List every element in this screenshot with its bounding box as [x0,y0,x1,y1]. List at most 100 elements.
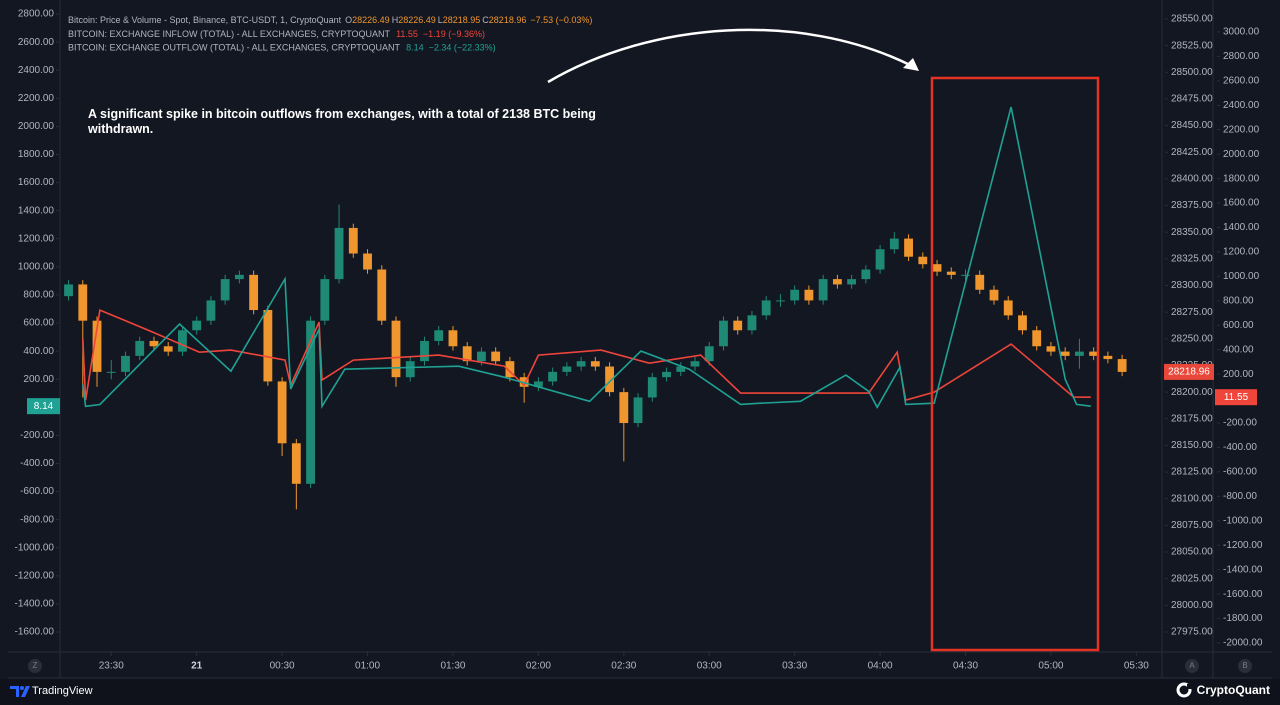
y-tick-label: 400.00 [1223,344,1254,355]
candle-body [263,310,273,382]
price-badge [1164,363,1214,380]
candle-body [918,256,928,265]
y-tick-label: -2000.00 [1223,638,1263,649]
y-tick-label: 800.00 [1223,295,1254,306]
candle-body [889,238,899,250]
candle-body [861,269,871,280]
x-tick-label: 03:30 [782,661,807,672]
y-tick-label: 28200.00 [1171,387,1213,398]
candle-body [975,274,985,290]
axis-button-label: A [1189,661,1195,670]
y-tick-label: 1400.00 [18,205,55,216]
legend-text: −7.53 (−0.03%) [530,15,592,25]
y-tick-label: -200.00 [20,430,54,441]
cryptoquant-logo [1176,682,1192,698]
arrow-head [903,58,919,71]
legend-text: −1.19 (−9.36%) [423,29,485,39]
candle-body [505,361,515,378]
candle-body [961,274,970,276]
candle-body [306,320,315,484]
y-tick-label: 28025.00 [1171,573,1213,584]
y-tick-label: 28275.00 [1171,307,1213,318]
y-tick-label: 2400.00 [1223,100,1260,111]
candle-body [519,377,529,387]
legend-text: L [438,15,443,25]
y-tick-label: -200.00 [1223,418,1257,429]
y-tick-label: 400.00 [23,346,54,357]
y-tick-label: 1000.00 [1223,271,1260,282]
inflow-badge-label: 11.55 [1224,392,1249,403]
candle-body [904,238,913,257]
y-tick-label: 28475.00 [1171,94,1213,105]
candle-body [1003,300,1013,316]
legend-text: 28226.49 [398,15,436,25]
y-tick-label: 28525.00 [1171,40,1213,51]
arrow [547,28,913,84]
x-tick-label: 00:30 [270,661,295,672]
candle-body [804,289,814,301]
y-tick-label: 28375.00 [1171,200,1213,211]
y-tick-label: -1200.00 [1223,540,1263,551]
candle-body [1117,359,1127,372]
candle-body [690,361,700,367]
x-tick-label: 02:30 [611,661,636,672]
y-tick-label: 28150.00 [1171,440,1213,451]
candle-body [747,315,757,331]
candle-body [562,366,572,372]
y-tick-label: 2000.00 [18,121,55,132]
y-tick-label: -600.00 [20,486,54,497]
legend-text: 28226.49 [352,15,390,25]
candle-body [135,340,145,356]
axis-button [1238,659,1252,673]
x-tick-label: 01:00 [355,661,380,672]
y-tick-label: 3000.00 [1223,27,1260,38]
candle-body [291,443,301,484]
y-tick-label: 28250.00 [1171,333,1213,344]
y-tick-label: -1600.00 [15,627,55,638]
plot [64,106,1127,510]
candle-body [989,289,999,301]
y-tick-label: -1400.00 [1223,564,1263,575]
x-tick-label: 21 [191,661,203,672]
y-tick-label: -400.00 [20,458,54,469]
candle-body [1032,330,1042,347]
candle-body [633,397,643,424]
y-tick-label: 1000.00 [18,261,55,272]
x-tick-label: 03:00 [697,661,722,672]
candle-body [704,346,714,362]
candle-body [1075,351,1084,356]
candle-body [576,361,586,367]
candle-body [420,340,429,362]
candle-body [619,392,629,424]
x-tick-label: 05:30 [1124,661,1149,672]
candle-body [163,346,173,352]
y-tick-label: 28000.00 [1171,600,1213,611]
y-tick-label: 28550.00 [1171,14,1213,25]
candle-body [590,361,600,367]
candle-body [234,274,244,280]
candle-body [106,371,116,373]
logo-mark [1176,682,1192,698]
legend-text: Bitcoin: Price & Volume - Spot, Binance,… [68,15,342,25]
y-tick-label: -400.00 [1223,442,1257,453]
candle-body [462,346,472,362]
legend-line: Bitcoin: Price & Volume - Spot, Binance,… [68,15,592,25]
candle-body [946,271,956,275]
y-tick-label: -600.00 [1223,467,1257,478]
candle-body [719,320,728,347]
logo-mark [1187,684,1192,689]
y-tick-label: -1000.00 [15,542,55,553]
y-tick-label: 28425.00 [1171,147,1213,158]
y-tick-label: 1200.00 [18,233,55,244]
candle-body [434,330,444,341]
candle-body [875,249,885,270]
candle-body [477,351,486,362]
candle-body [733,320,743,331]
y-tick-label: 2800.00 [1223,51,1260,62]
y-tick-label: -800.00 [1223,491,1257,502]
y-tick-label: 1600.00 [18,177,55,188]
candle-body [1103,355,1113,360]
legend-text: C [482,15,489,25]
